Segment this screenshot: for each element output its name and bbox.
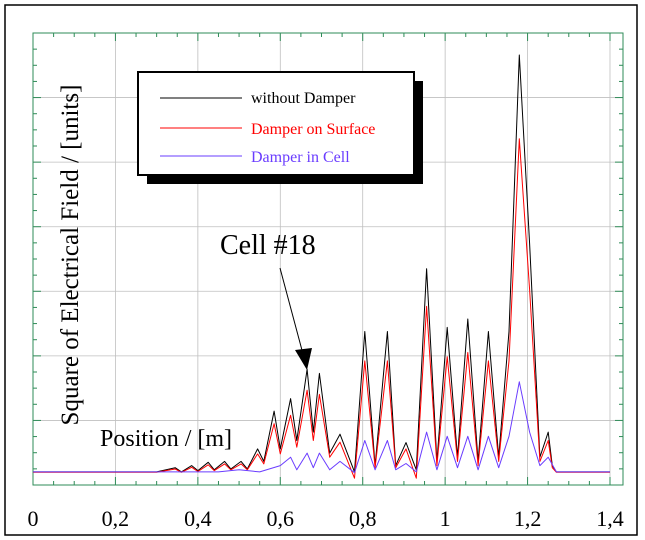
series-line-without-damper [33, 54, 610, 473]
annotation-arrow-line [279, 267, 304, 355]
series-line-damper-in-cell [33, 381, 610, 474]
legend-label-damper-on-surface: Damper on Surface [251, 121, 375, 138]
x-tick-labels: 0 0,2 0,4 0,6 0,8 1 1,2 1,4 [28, 506, 624, 531]
x-tick-label: 0 [28, 506, 39, 531]
x-tick-label: 0,4 [184, 506, 212, 531]
x-tick-label: 0,2 [102, 506, 130, 531]
legend: without Damper Damper on Surface Damper … [137, 71, 423, 184]
x-tick-label: 0,6 [267, 506, 295, 531]
y-axis-label: Square of Electrical Field / [units] [57, 85, 84, 426]
series-line-damper-on-surface [33, 138, 610, 479]
series-lines [33, 54, 610, 479]
legend-box [137, 71, 415, 176]
axis-ticks [32, 32, 623, 486]
annotation-arrowhead [295, 348, 312, 370]
x-tick-label: 1,4 [596, 506, 624, 531]
x-tick-label: 0,8 [349, 506, 377, 531]
annotation-cell-18: Cell #18 [220, 230, 316, 261]
legend-label-without-damper: without Damper [251, 90, 356, 107]
legend-label-damper-in-cell: Damper in Cell [251, 149, 350, 166]
x-tick-label: 1,2 [514, 506, 542, 531]
x-axis-label: Position / [m] [100, 426, 232, 452]
x-tick-label: 1 [440, 506, 451, 531]
